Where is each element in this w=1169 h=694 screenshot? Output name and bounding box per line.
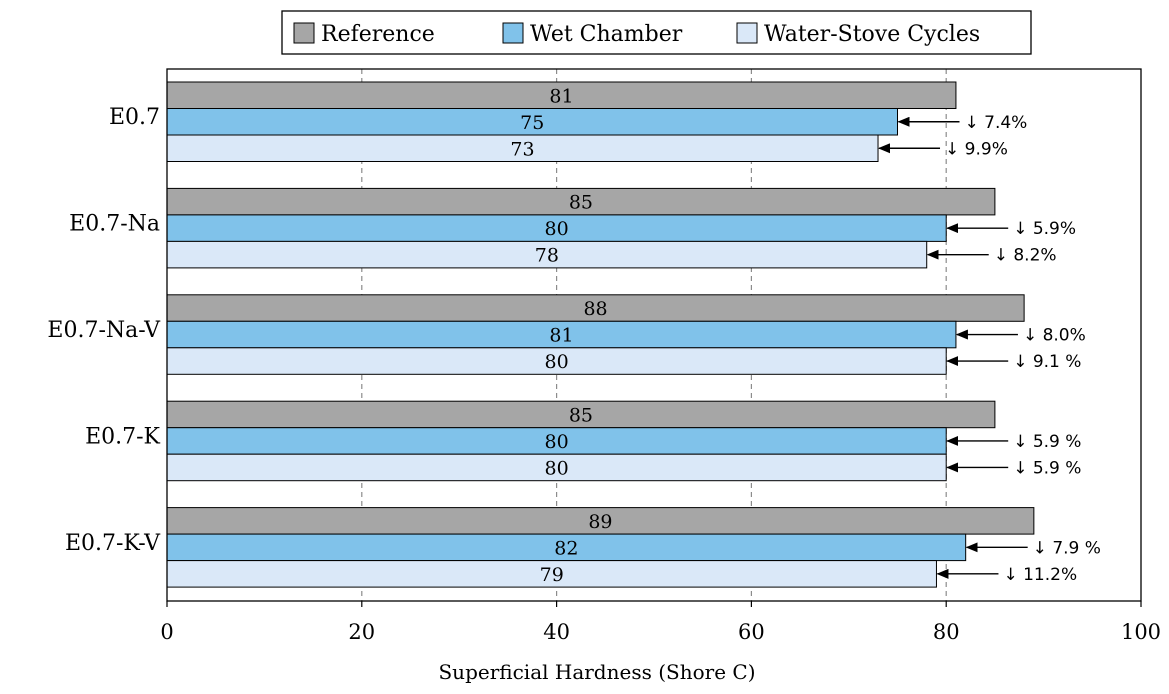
value-label: 80 xyxy=(545,218,569,240)
legend-label: Water-Stove Cycles xyxy=(764,22,980,47)
value-label: 85 xyxy=(569,192,593,214)
annotation-label: ↓ 7.4% xyxy=(965,113,1028,133)
value-label: 79 xyxy=(540,564,564,586)
bar-water-stove-cycles-4 xyxy=(166,560,937,588)
annotation-label: ↓ 5.9% xyxy=(1013,219,1076,239)
annotation-label: ↓ 8.2% xyxy=(994,246,1057,266)
category-label: E0.7-K-V xyxy=(65,531,161,556)
value-label: 81 xyxy=(549,85,573,107)
legend-swatch-wet-chamber xyxy=(502,22,524,44)
value-label: 82 xyxy=(554,537,578,559)
x-tick-label: 0 xyxy=(160,620,173,644)
value-label: 80 xyxy=(545,431,569,453)
category-label: E0.7-K xyxy=(85,424,160,449)
x-tick-label: 80 xyxy=(933,620,960,644)
x-tick-label: 60 xyxy=(738,620,765,644)
bar-wet-chamber-2 xyxy=(166,320,957,349)
annotation-label: ↓ 11.2% xyxy=(1003,565,1077,585)
plot-frame xyxy=(166,68,1142,602)
legend-box xyxy=(281,10,1032,55)
value-label: 80 xyxy=(545,457,569,479)
annotation-label: ↓ 7.9 % xyxy=(1033,538,1101,558)
legend-swatch-water-stove-cycles xyxy=(736,22,758,44)
value-label: 78 xyxy=(535,245,559,267)
value-label: 81 xyxy=(549,325,573,347)
bar-reference-4 xyxy=(166,507,1035,535)
legend-swatch-reference xyxy=(293,22,315,44)
value-label: 88 xyxy=(583,298,607,320)
bar-reference-2 xyxy=(166,294,1025,322)
value-label: 85 xyxy=(569,404,593,426)
annotation-label: ↓ 5.9 % xyxy=(1013,458,1081,478)
value-label: 80 xyxy=(545,351,569,373)
legend-label: Wet Chamber xyxy=(530,22,683,47)
x-tick-label: 20 xyxy=(348,620,375,644)
annotation-label: ↓ 8.0% xyxy=(1023,326,1086,346)
x-axis-title: Superficial Hardness (Shore C) xyxy=(438,660,755,684)
value-label: 89 xyxy=(588,511,612,533)
category-label: E0.7 xyxy=(109,105,160,130)
bar-reference-0 xyxy=(166,81,957,109)
legend-label: Reference xyxy=(321,22,435,47)
x-tick-label: 40 xyxy=(543,620,570,644)
bar-reference-3 xyxy=(166,400,996,429)
value-label: 73 xyxy=(510,138,534,160)
annotation-label: ↓ 9.1 % xyxy=(1013,352,1081,372)
bar-water-stove-cycles-0 xyxy=(166,134,879,162)
annotation-label: ↓ 5.9 % xyxy=(1013,432,1081,452)
x-tick-label: 100 xyxy=(1121,620,1161,644)
category-label: E0.7-Na-V xyxy=(47,318,161,343)
bar-water-stove-cycles-3 xyxy=(166,453,947,482)
value-label: 75 xyxy=(520,112,544,134)
annotation-label: ↓ 9.9% xyxy=(945,139,1008,159)
category-label: E0.7-Na xyxy=(69,212,160,237)
